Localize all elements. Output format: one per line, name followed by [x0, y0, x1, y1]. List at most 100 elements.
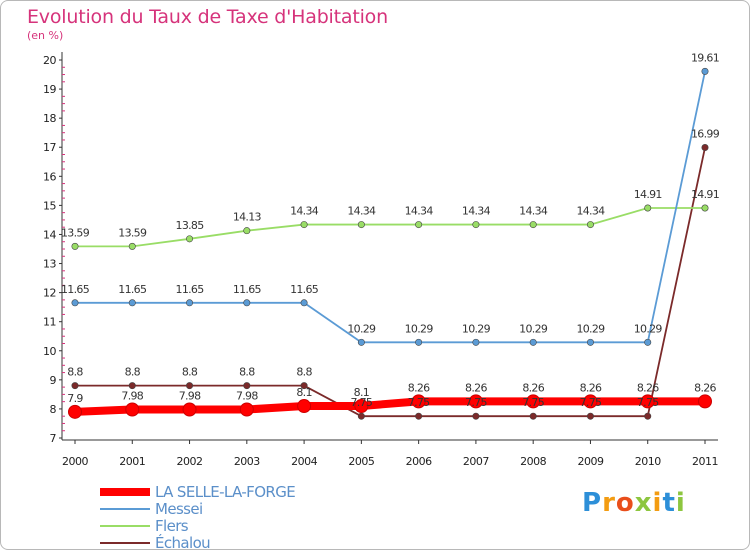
y-tick-label: 15 — [43, 199, 56, 212]
series-line — [74, 146, 706, 418]
x-tick-label: 2004 — [291, 455, 317, 468]
data-label: 13.85 — [176, 219, 205, 232]
data-label: 14.91 — [691, 188, 719, 201]
data-label: 10.29 — [462, 322, 491, 335]
data-point — [71, 299, 79, 307]
axes: 7 8 9 10 11 12 13 14 15 16 17 18 19 20 2000 2001 2002 200… — [43, 52, 719, 468]
y-tick-label: 11 — [43, 316, 56, 329]
data-label: 8.26 — [580, 381, 602, 394]
x-tick-label: 2001 — [119, 455, 145, 468]
data-label: 10.29 — [347, 322, 376, 335]
data-point — [243, 299, 251, 307]
data-point — [243, 227, 251, 235]
data-label: 8.26 — [637, 381, 659, 394]
data-label: 7.75 — [637, 396, 659, 409]
data-label: 7.75 — [522, 396, 544, 409]
data-label: 11.65 — [176, 283, 205, 296]
data-point — [182, 402, 197, 417]
legend-label: Flers — [155, 517, 189, 535]
logo-letter: i — [675, 488, 686, 518]
y-tick-label: 16 — [43, 170, 56, 183]
data-label: 14.34 — [519, 205, 548, 218]
data-label: 13.59 — [118, 226, 147, 239]
data-point — [472, 221, 480, 229]
series-line — [71, 397, 709, 416]
data-point — [644, 204, 652, 212]
data-label: 8.1 — [296, 386, 311, 399]
chart-title: Evolution du Taux de Taxe d'Habitation — [27, 6, 388, 28]
data-point — [529, 221, 537, 229]
y-unit-label: (en %) — [27, 29, 64, 42]
data-label: 7.75 — [580, 396, 602, 409]
data-label: 7.75 — [465, 396, 487, 409]
series-lines — [71, 70, 709, 418]
data-point — [526, 394, 541, 409]
logo-letter: x — [634, 488, 653, 518]
y-tick-label: 10 — [43, 345, 56, 358]
x-tick-label: 2011 — [692, 455, 718, 468]
data-label: 8.26 — [465, 381, 487, 394]
x-tick-label: 2009 — [577, 455, 603, 468]
data-label: 10.29 — [634, 322, 663, 335]
value-labels: 7.9 7.98 7.98 7.98 8.1 8.1 8.26 8.26 8.26 8.26 8.2… — [61, 51, 720, 409]
y-tick-label: 17 — [43, 141, 56, 154]
data-point — [297, 399, 312, 414]
y-tick-label: 18 — [43, 112, 56, 125]
data-point — [125, 402, 140, 417]
data-point — [71, 382, 79, 390]
data-point — [701, 67, 709, 75]
data-label: 11.65 — [233, 283, 262, 296]
logo-letter: t — [662, 488, 676, 518]
y-tick-label: 9 — [50, 374, 57, 387]
data-point — [415, 412, 423, 420]
data-point — [186, 382, 194, 390]
data-point — [583, 394, 598, 409]
data-point — [186, 235, 194, 243]
data-label: 14.34 — [405, 205, 434, 218]
data-label: 7.75 — [408, 396, 430, 409]
data-label: 8.26 — [522, 381, 544, 394]
data-point — [644, 338, 652, 346]
data-label: 13.59 — [61, 226, 90, 239]
data-label: 8.8 — [296, 366, 312, 379]
legend-label: Échalou — [155, 533, 210, 550]
data-point — [529, 338, 537, 346]
data-label: 8.26 — [408, 381, 430, 394]
data-point — [357, 221, 365, 229]
data-point — [472, 338, 480, 346]
data-label: 16.99 — [691, 128, 720, 141]
data-label: 11.65 — [290, 283, 319, 296]
data-point — [300, 382, 308, 390]
data-point — [68, 404, 82, 419]
data-label: 7.9 — [67, 392, 83, 405]
data-label: 8.8 — [239, 366, 255, 379]
y-tick-label: 7 — [50, 432, 57, 445]
data-point — [128, 382, 136, 390]
series-line — [74, 207, 706, 248]
series-points — [68, 67, 712, 420]
x-tick-label: 2003 — [234, 455, 260, 468]
data-point — [411, 394, 426, 409]
y-tick-label: 13 — [43, 258, 56, 271]
logo-letter: i — [652, 488, 663, 518]
data-point — [243, 382, 251, 390]
data-point — [586, 338, 594, 346]
legend-label: LA SELLE-LA-FORGE — [155, 483, 295, 501]
data-point — [701, 204, 709, 212]
x-tick-label: 2002 — [177, 455, 203, 468]
data-point — [186, 299, 194, 307]
data-point — [472, 412, 480, 420]
data-point — [701, 144, 709, 152]
data-label: 7.98 — [179, 390, 201, 403]
data-label: 14.34 — [347, 205, 376, 218]
data-label: 10.29 — [405, 322, 434, 335]
x-tick-label: 2006 — [406, 455, 432, 468]
data-point — [586, 412, 594, 420]
series-line — [74, 70, 706, 344]
logo-letter: P — [582, 488, 603, 518]
data-point — [468, 394, 483, 409]
x-tick-label: 2005 — [348, 455, 374, 468]
